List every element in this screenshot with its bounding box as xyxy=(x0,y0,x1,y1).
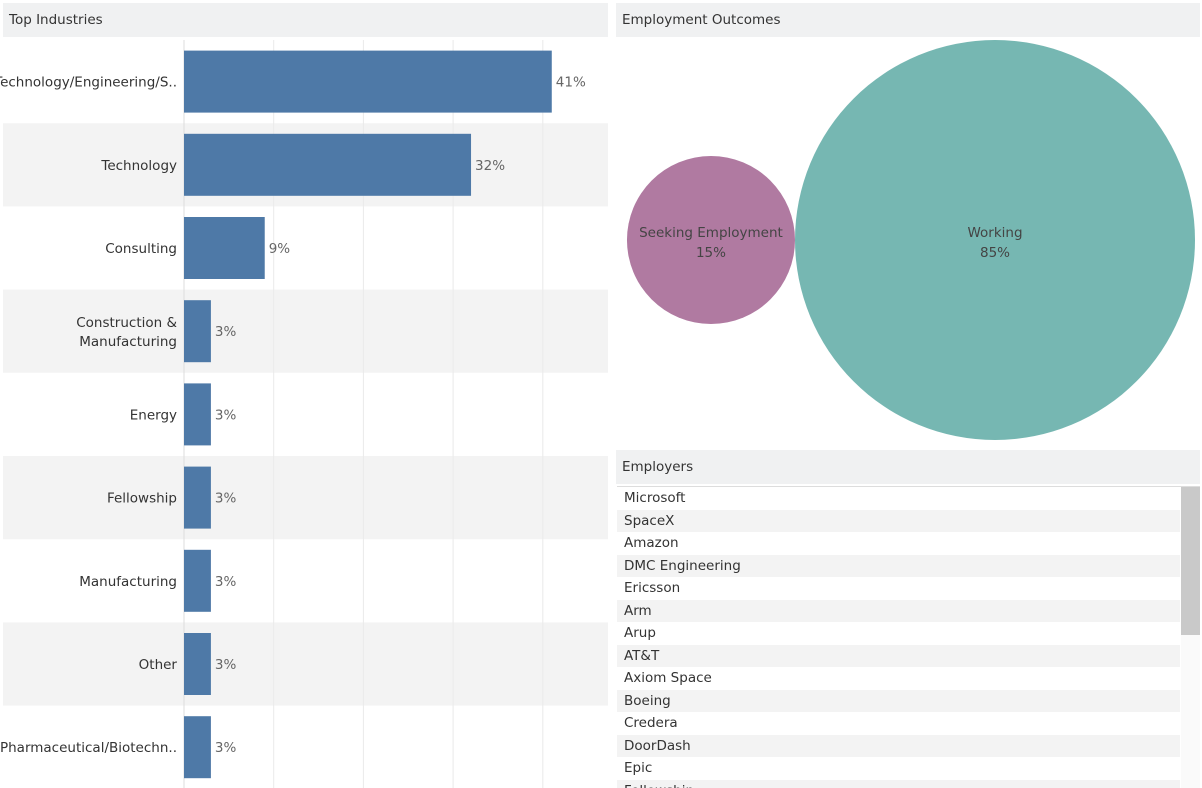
bar[interactable] xyxy=(184,716,211,779)
employer-item[interactable]: Epic xyxy=(624,760,653,776)
row-band xyxy=(3,289,608,373)
value-label: 32% xyxy=(475,158,505,174)
employer-item[interactable]: Axiom Space xyxy=(624,670,712,686)
value-label: 9% xyxy=(269,241,291,257)
top-industries-chart: Technology/Engineering/S.. 41% Technology 3… xyxy=(0,40,608,788)
employer-item[interactable]: Fellowship xyxy=(617,779,1180,788)
employer-item[interactable]: DMC Engineering xyxy=(617,554,1180,577)
employer-item[interactable]: SpaceX xyxy=(617,509,1180,532)
bubble-value-label: 85% xyxy=(980,245,1010,261)
value-label: 3% xyxy=(215,574,237,590)
bar[interactable] xyxy=(184,383,211,446)
list-divider xyxy=(617,486,1200,487)
category-label: Other xyxy=(139,657,178,673)
value-label: 3% xyxy=(215,407,237,423)
bubble-category-label: Seeking Employment xyxy=(639,225,783,241)
category-label: Manufacturing xyxy=(79,574,177,590)
value-label: 3% xyxy=(215,491,237,507)
row-band xyxy=(3,456,608,540)
category-label: Consulting xyxy=(105,241,177,257)
bar[interactable] xyxy=(184,133,472,196)
value-label: 41% xyxy=(556,75,586,91)
employer-item[interactable]: Arm xyxy=(617,599,1180,622)
employer-item[interactable]: Boeing xyxy=(617,689,1180,712)
employment-outcomes-header: Employment Outcomes xyxy=(616,3,1200,37)
bubble-category-label: Working xyxy=(967,225,1022,241)
category-label: Construction & Manufacturing xyxy=(76,315,177,350)
bar[interactable] xyxy=(184,50,552,113)
bar[interactable] xyxy=(184,217,265,279)
employer-item[interactable]: DoorDash xyxy=(617,734,1180,757)
employer-item[interactable]: Credera xyxy=(624,715,678,731)
bubble-working[interactable] xyxy=(795,40,1195,440)
employer-item[interactable]: Microsoft xyxy=(624,490,686,506)
employers-scrollbar-thumb[interactable] xyxy=(1181,487,1200,635)
bar[interactable] xyxy=(184,549,211,612)
employer-item[interactable]: Ericsson xyxy=(624,580,681,596)
value-label: 3% xyxy=(215,740,237,756)
employers-list[interactable]: Microsoft SpaceX Amazon DMC Engineering Eric… xyxy=(617,487,1180,788)
employer-item[interactable]: Arup xyxy=(624,625,656,641)
bubble-value-label: 15% xyxy=(696,245,726,261)
bar[interactable] xyxy=(184,633,211,695)
employment-outcomes-chart: Seeking Employment 15% Working 85% xyxy=(626,40,1195,440)
employer-item[interactable]: Amazon xyxy=(624,535,679,551)
category-label: Technology xyxy=(100,158,177,174)
top-industries-header: Top Industries xyxy=(3,3,608,37)
category-label: Energy xyxy=(130,407,177,423)
value-label: 3% xyxy=(215,657,237,673)
row-band xyxy=(3,622,608,706)
category-label: Pharmaceutical/Biotechn.. xyxy=(0,740,177,756)
category-label: Technology/Engineering/S.. xyxy=(0,75,177,91)
employer-item[interactable]: AT&T xyxy=(617,644,1180,667)
category-label: Fellowship xyxy=(107,491,177,507)
bubble-seeking-employment[interactable] xyxy=(626,155,795,325)
bar[interactable] xyxy=(184,466,211,529)
employers-header: Employers xyxy=(616,450,1200,484)
value-label: 3% xyxy=(215,324,237,340)
bar[interactable] xyxy=(184,300,211,363)
